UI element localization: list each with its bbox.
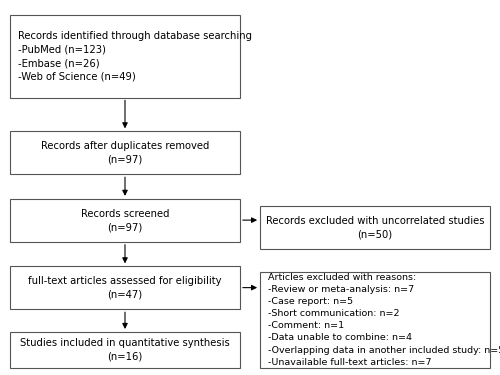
Text: Records identified through database searching
-PubMed (n=123)
-Embase (n=26)
-We: Records identified through database sear… bbox=[18, 31, 252, 82]
Text: Articles excluded with reasons:
-Review or meta-analysis: n=7
-Case report: n=5
: Articles excluded with reasons: -Review … bbox=[268, 273, 500, 367]
FancyBboxPatch shape bbox=[10, 199, 240, 242]
Text: Records screened
(n=97): Records screened (n=97) bbox=[81, 209, 169, 232]
FancyBboxPatch shape bbox=[260, 272, 490, 368]
Text: full-text articles assessed for eligibility
(n=47): full-text articles assessed for eligibil… bbox=[28, 276, 222, 300]
FancyBboxPatch shape bbox=[10, 332, 240, 368]
FancyBboxPatch shape bbox=[10, 15, 240, 98]
FancyBboxPatch shape bbox=[260, 206, 490, 249]
Text: Studies included in quantitative synthesis
(n=16): Studies included in quantitative synthes… bbox=[20, 338, 230, 362]
Text: Records excluded with uncorrelated studies
(n=50): Records excluded with uncorrelated studi… bbox=[266, 216, 484, 240]
Text: Records after duplicates removed
(n=97): Records after duplicates removed (n=97) bbox=[41, 141, 209, 165]
FancyBboxPatch shape bbox=[10, 131, 240, 174]
FancyBboxPatch shape bbox=[10, 266, 240, 309]
